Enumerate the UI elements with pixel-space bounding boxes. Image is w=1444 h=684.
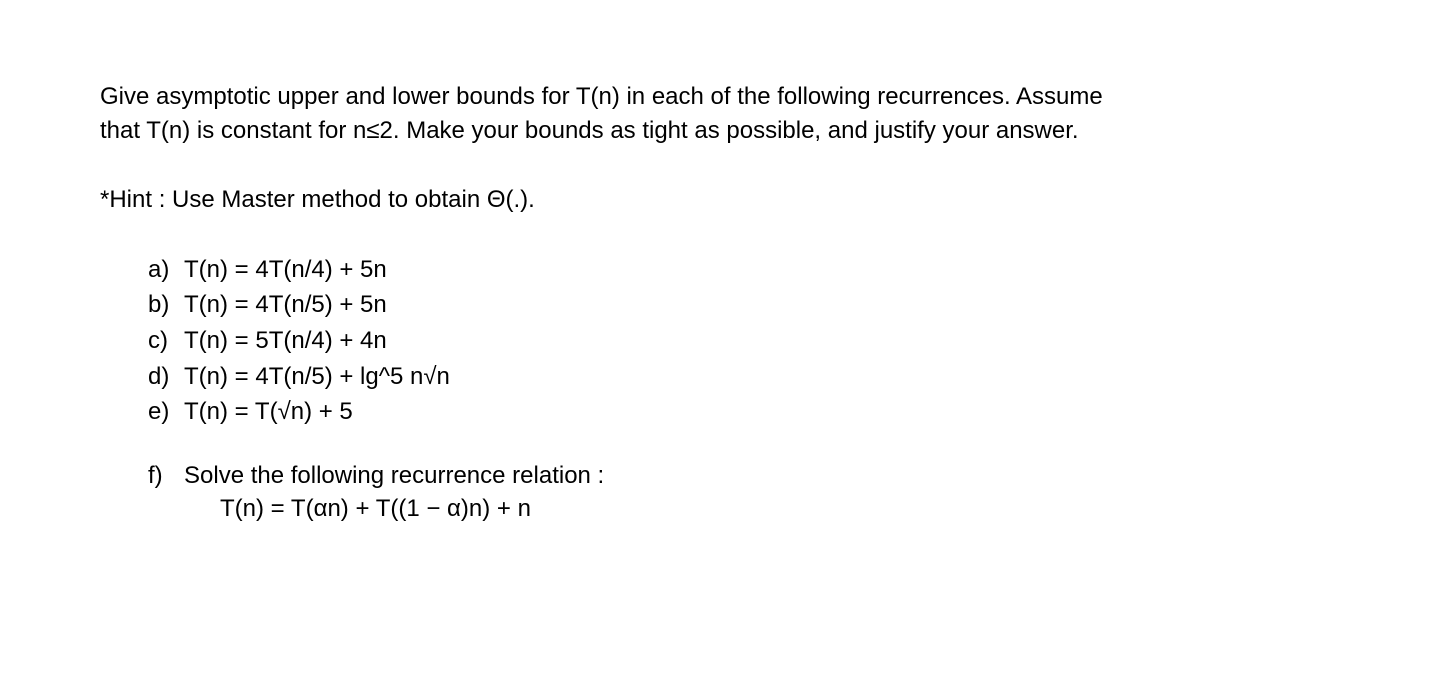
- list-content-b: T(n) = 4T(n/5) + 5n: [184, 288, 1344, 322]
- list-label-c: c): [148, 324, 184, 358]
- list-item-c: c) T(n) = 5T(n/4) + 4n: [148, 324, 1344, 358]
- list-item-e: e) T(n) = T(√n) + 5: [148, 395, 1344, 429]
- intro-paragraph: Give asymptotic upper and lower bounds f…: [100, 80, 1344, 147]
- list-item-b: b) T(n) = 4T(n/5) + 5n: [148, 288, 1344, 322]
- list-label-a: a): [148, 253, 184, 287]
- list-gap: [148, 431, 1344, 459]
- list-content-f: Solve the following recurrence relation …: [184, 459, 1344, 526]
- list-content-d: T(n) = 4T(n/5) + lg^5 n√n: [184, 360, 1344, 394]
- list-content-a: T(n) = 4T(n/4) + 5n: [184, 253, 1344, 287]
- list-item-a: a) T(n) = 4T(n/4) + 5n: [148, 253, 1344, 287]
- intro-line-2: that T(n) is constant for n≤2. Make your…: [100, 114, 1344, 148]
- item-f-line-2: T(n) = T(αn) + T((1 − α)n) + n: [184, 492, 1344, 526]
- problem-list: a) T(n) = 4T(n/4) + 5n b) T(n) = 4T(n/5)…: [100, 253, 1344, 526]
- list-item-f: f) Solve the following recurrence relati…: [148, 459, 1344, 526]
- list-label-e: e): [148, 395, 184, 429]
- list-label-f: f): [148, 459, 184, 526]
- list-content-e: T(n) = T(√n) + 5: [184, 395, 1344, 429]
- hint-text: *Hint : Use Master method to obtain Θ(.)…: [100, 183, 1344, 217]
- item-f-line-1: Solve the following recurrence relation …: [184, 459, 1344, 493]
- list-item-d: d) T(n) = 4T(n/5) + lg^5 n√n: [148, 360, 1344, 394]
- intro-line-1: Give asymptotic upper and lower bounds f…: [100, 80, 1344, 114]
- list-label-b: b): [148, 288, 184, 322]
- list-content-c: T(n) = 5T(n/4) + 4n: [184, 324, 1344, 358]
- list-label-d: d): [148, 360, 184, 394]
